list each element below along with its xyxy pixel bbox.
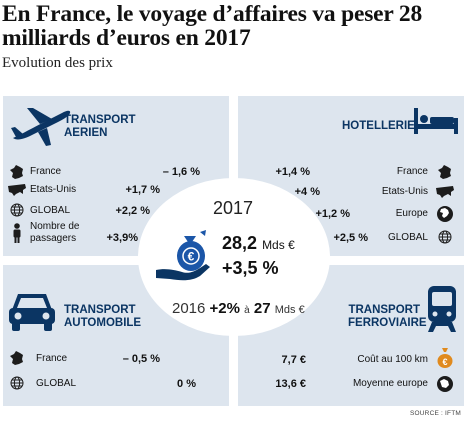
air-row-value: +3,9% <box>106 232 139 244</box>
usa-map-icon <box>436 186 454 198</box>
car-row-value: 0 % <box>177 378 196 390</box>
hotel-row-label: GLOBAL <box>387 232 428 243</box>
hotel-row-value: +4 % <box>294 186 320 198</box>
money-bag-icon: € <box>437 348 453 368</box>
car-row-label: GLOBAL <box>36 378 77 389</box>
person-icon <box>13 223 21 243</box>
france-map-icon <box>10 165 23 179</box>
hotel-row-value: +2,5 % <box>333 232 368 244</box>
air-row-value: +1,7 % <box>125 184 160 196</box>
globe-icon <box>438 230 452 244</box>
air-row-label: GLOBAL <box>30 205 71 216</box>
hotel-row-value: +1,4 % <box>275 166 310 178</box>
air-title: TRANSPORT AERIEN <box>64 114 136 139</box>
car-title: TRANSPORT AUTOMOBILE <box>64 304 142 329</box>
center-year: 2017 <box>212 198 254 218</box>
hotel-row-label: France <box>396 166 428 177</box>
center-change: +3,5 % <box>222 258 279 278</box>
air-row-label: France <box>30 166 62 177</box>
center-circle <box>138 178 330 336</box>
hotel-row-label: Etats-Unis <box>381 186 428 197</box>
rail-row-label: Coût au 100 km <box>357 354 428 365</box>
france-map-icon <box>438 165 451 179</box>
europe-globe-icon <box>437 206 453 222</box>
page-subtitle: Evolution des prix <box>2 55 113 71</box>
center-amount: 28,2 Mds € <box>222 233 295 253</box>
hotel-row-value: +1,2 % <box>315 208 350 220</box>
air-row-value: +2,2 % <box>115 205 150 217</box>
air-row-value: – 1,6 % <box>162 166 200 178</box>
source-note: SOURCE : IFTM <box>410 410 461 417</box>
rail-row-value: 7,7 € <box>281 354 306 366</box>
globe-icon <box>10 376 24 390</box>
car-row-label: France <box>36 353 68 364</box>
rail-row-label: Moyenne europe <box>352 378 428 389</box>
hotel-title: HOTELLERIE <box>342 120 415 132</box>
france-map-icon <box>10 351 23 365</box>
globe-icon <box>10 203 24 217</box>
euro-coin-icon <box>437 376 453 392</box>
page-title: En France, le voyage d’affaires va peser… <box>2 1 422 51</box>
car-icon <box>9 294 55 331</box>
train-icon <box>428 286 456 332</box>
svg-text:€: € <box>442 357 447 367</box>
airplane-icon <box>11 108 71 146</box>
air-row-label: Nombre de passagers <box>30 221 80 244</box>
bed-icon <box>414 108 458 134</box>
usa-map-icon <box>8 184 26 196</box>
euro-bags-hand-icon: € <box>156 230 210 281</box>
air-row-label: Etats-Unis <box>30 184 77 195</box>
hotel-row-label: Europe <box>395 208 428 219</box>
car-row-value: – 0,5 % <box>122 353 160 365</box>
rail-row-value: 13,6 € <box>275 378 306 390</box>
svg-text:€: € <box>188 250 195 264</box>
center-previous: 2016 +2% à 27 Mds € <box>172 300 305 317</box>
rail-title: TRANSPORT FERROVIAIRE <box>348 304 427 329</box>
